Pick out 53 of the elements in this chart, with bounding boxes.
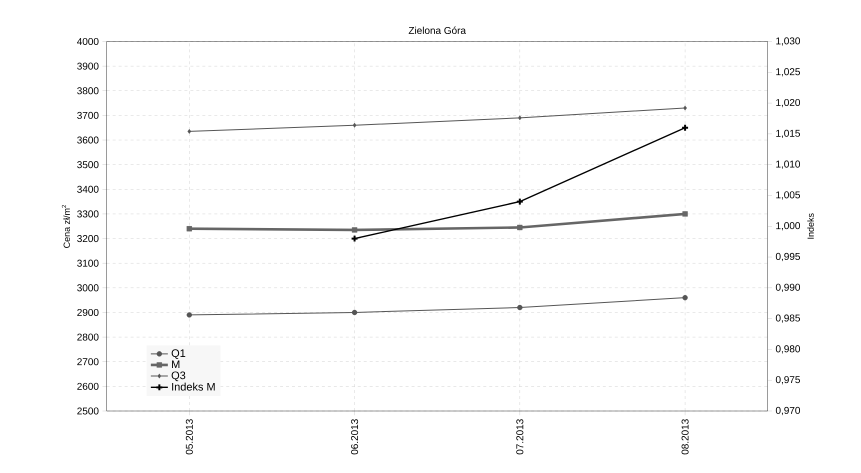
point [352,310,358,316]
y-tick-label: 3800 [77,87,99,94]
y2-axis-title: Indeks [807,213,814,239]
y2-tick-label: 0,990 [776,284,800,292]
point [682,294,688,300]
y-tick-label: 3300 [77,210,99,218]
y-tick-label: 3000 [77,284,99,292]
y2-tick-label: 0,985 [776,314,800,323]
point [186,312,192,318]
legend-label: M [172,360,180,368]
y-tick-label: 3900 [77,62,99,70]
y2-tick-label: 1,020 [776,98,800,108]
y-tick-label: 3200 [77,235,99,242]
x-tick-label: 07.2013 [516,419,524,454]
y-tick-label: 3400 [77,186,99,193]
y-tick-label: 4000 [77,38,99,46]
point [517,304,523,310]
legend-label: Indeks M [172,382,215,391]
y2-tick-label: 0,995 [776,252,800,262]
y2-tick-label: 1,015 [776,130,800,138]
point [517,224,523,230]
point [518,115,522,120]
y-tick-label: 2800 [77,334,99,341]
y-tick-label: 2700 [77,358,99,366]
point [683,106,687,110]
x-tick-label: 05.2013 [186,419,193,454]
y-tick-label: 3700 [77,112,99,119]
point [352,122,356,128]
y2-tick-label: 1,025 [776,68,800,76]
point [186,226,192,232]
y2-tick-label: 1,005 [776,191,800,200]
point [352,227,358,233]
y2-tick-label: 1,030 [776,37,800,46]
legend-label: Q1 [172,349,186,360]
y-tick-label: 2500 [77,407,99,415]
y2-tick-label: 0,980 [776,345,800,354]
x-tick-label: 06.2013 [351,419,358,454]
y-tick-label: 3500 [77,161,99,168]
y-axis-title: Cena zł/m$^{2}$ [62,204,70,248]
y-tick-label: 2600 [77,382,99,390]
y2-tick-label: 0,975 [776,376,800,384]
point [516,198,524,206]
chart-title: Zielona Góra [408,26,466,34]
legend-label: Q3 [172,371,186,382]
x-tick-label: 08.2013 [682,419,689,454]
point [187,129,192,134]
y-tick-label: 3600 [77,136,99,144]
point [682,211,688,217]
y2-tick-label: 1,010 [776,160,800,169]
y2-tick-label: 1,000 [776,222,800,230]
y-tick-label: 2900 [77,308,99,316]
y2-tick-label: 0,970 [776,406,800,416]
y-tick-label: 3100 [77,260,99,267]
